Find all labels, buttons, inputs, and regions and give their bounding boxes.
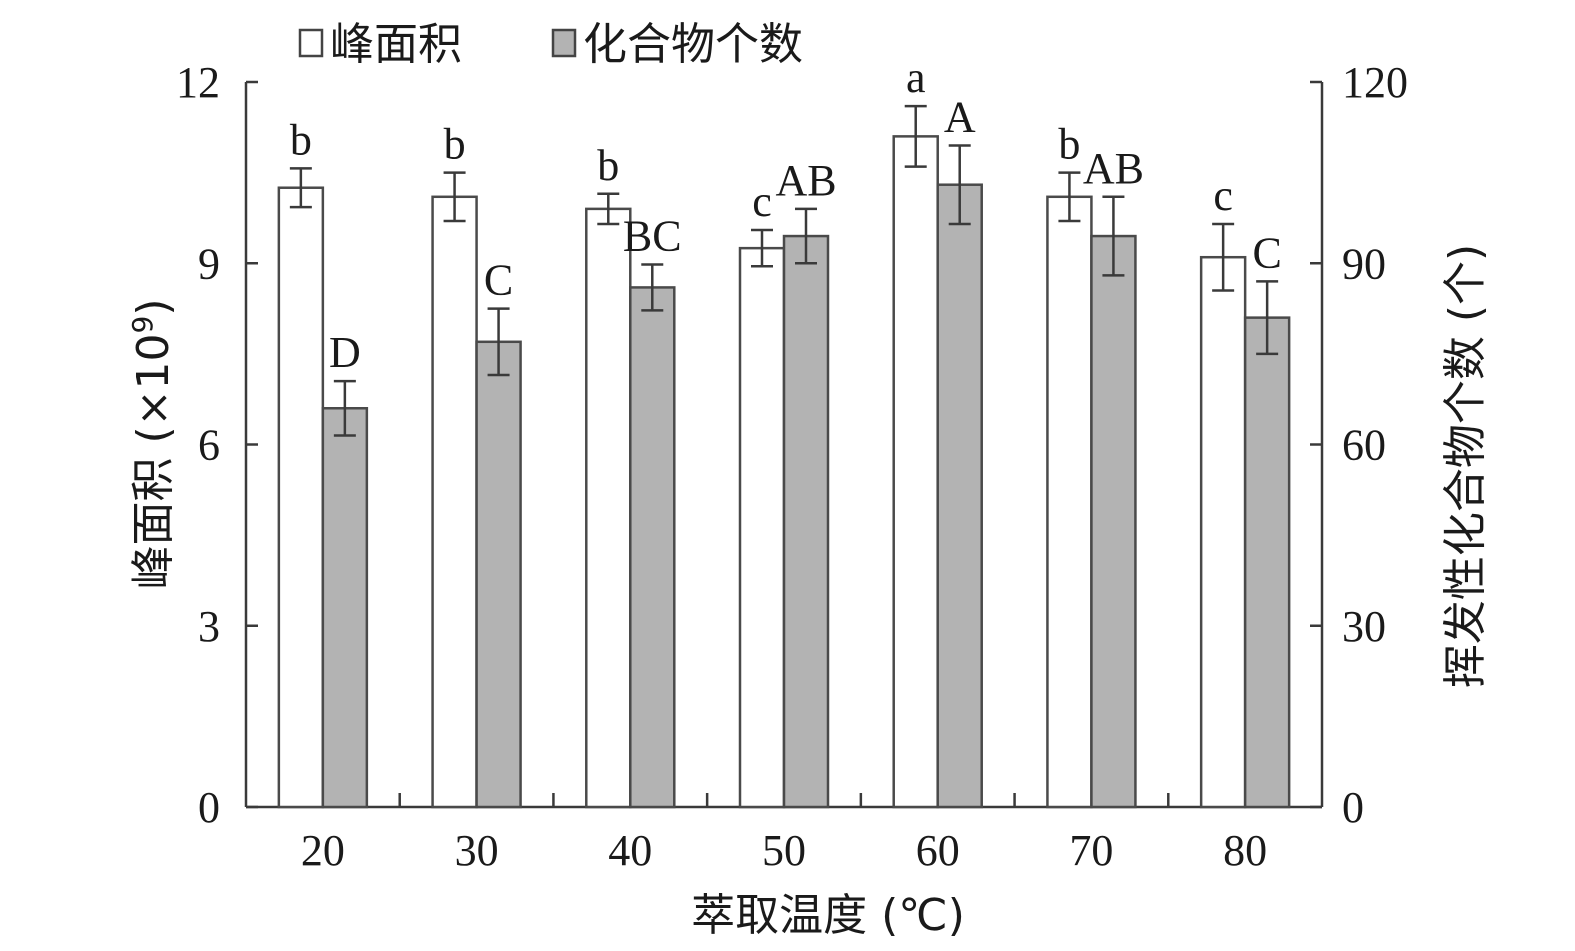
legend-swatch-compound-count <box>551 28 577 58</box>
significance-label-peak-area: b <box>1058 120 1080 169</box>
significance-label-compound-count: A <box>944 92 976 141</box>
y-axis-left-title-main: 峰面积 (×10 <box>128 333 179 589</box>
legend-label-peak-area: 峰面积 <box>330 19 462 70</box>
significance-label-compound-count: BC <box>623 211 682 260</box>
y-axis-right-title: 挥发性化合物个数 (个) <box>1440 244 1491 688</box>
significance-label-compound-count: AB <box>775 156 836 205</box>
y-axis-left-title-exponent: 9 <box>126 316 159 334</box>
y-axis-left-title-suffix: ) <box>128 298 179 315</box>
significance-label-peak-area: c <box>1213 171 1233 220</box>
bar-peak-area <box>431 195 478 809</box>
y-axis-left-title: 峰面积 (×109) <box>126 298 179 589</box>
significance-label-compound-count: AB <box>1083 144 1144 193</box>
significance-label-peak-area: c <box>752 177 772 226</box>
y-tick-label-left: 0 <box>198 783 220 832</box>
bar-compound-count <box>782 234 830 809</box>
bar-compound-count <box>321 407 369 809</box>
bar-peak-area <box>738 246 786 809</box>
significance-label-compound-count: D <box>329 328 361 377</box>
legend-label-compound-count: 化合物个数 <box>583 19 803 70</box>
bar-peak-area <box>277 186 325 809</box>
x-tick-label: 30 <box>455 826 499 875</box>
bar-compound-count <box>629 286 676 809</box>
y-tick-label-left: 6 <box>198 421 220 470</box>
bar-compound-count <box>1243 316 1291 809</box>
x-tick-label: 70 <box>1069 826 1113 875</box>
x-tick-label: 60 <box>916 826 960 875</box>
y-tick-label-right: 30 <box>1342 602 1386 651</box>
significance-label-compound-count: C <box>484 256 513 305</box>
legend: 峰面积 化合物个数 <box>298 19 803 70</box>
x-tick-label: 80 <box>1223 826 1267 875</box>
bar-peak-area <box>892 135 939 809</box>
bar-peak-area <box>1046 195 1093 809</box>
y-tick-label-right: 60 <box>1342 421 1386 470</box>
significance-label-compound-count: C <box>1252 228 1281 277</box>
x-tick-label: 40 <box>608 826 652 875</box>
x-tick-label: 20 <box>301 826 345 875</box>
bars <box>277 135 1291 809</box>
significance-labels: b b b c a b c D C BC AB A AB C <box>290 53 1282 377</box>
y-tick-label-left: 12 <box>176 58 220 107</box>
error-bars <box>289 104 1279 437</box>
y-tick-label-right: 120 <box>1342 58 1408 107</box>
bar-peak-area <box>1199 255 1247 809</box>
x-axis-title: 萃取温度 (℃) <box>691 890 965 941</box>
x-tick-label: 50 <box>762 826 806 875</box>
y-tick-label-right: 90 <box>1342 239 1386 288</box>
y-tick-label-left: 3 <box>198 602 220 651</box>
bar-compound-count <box>936 183 983 809</box>
y-tick-label-left: 9 <box>198 239 220 288</box>
significance-label-peak-area: b <box>597 141 619 190</box>
bar-compound-count <box>1090 234 1137 809</box>
legend-swatch-peak-area <box>298 28 324 58</box>
y-tick-label-right: 0 <box>1342 783 1364 832</box>
significance-label-peak-area: a <box>906 53 926 102</box>
significance-label-peak-area: b <box>290 115 312 164</box>
bar-compound-count <box>475 340 522 809</box>
bar-peak-area <box>585 207 632 809</box>
significance-label-peak-area: b <box>444 120 466 169</box>
